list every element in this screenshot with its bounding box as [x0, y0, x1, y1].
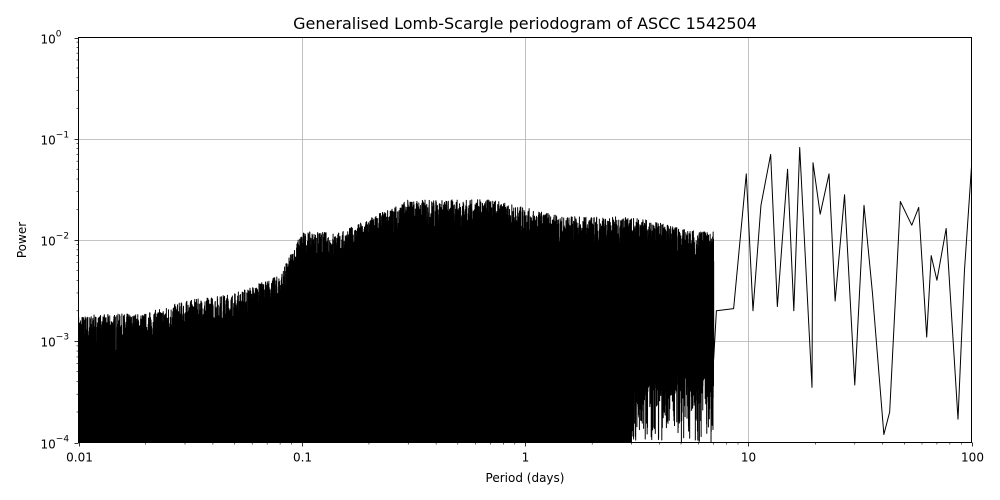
y-tick-label: 10−2	[41, 232, 70, 249]
x-tick-label: 10	[741, 451, 756, 465]
y-tick-label: 10−3	[41, 333, 70, 350]
x-axis-label: Period (days)	[486, 471, 565, 485]
y-tick-label: 10−1	[41, 131, 70, 148]
x-tick-label: 0.01	[66, 451, 93, 465]
y-tick-label: 10−4	[41, 435, 70, 452]
y-tick-label: 100	[41, 30, 62, 47]
x-tick-label: 1	[522, 451, 530, 465]
axis-ticks: 0.01 0.1 1 10 100 10−4 10−3 10−2 10−1 100	[41, 30, 984, 465]
y-axis-label: Power	[15, 222, 29, 258]
plot-area	[78, 146, 972, 443]
periodogram-line	[78, 146, 972, 443]
x-tick-label: 0.1	[293, 451, 312, 465]
x-tick-label: 100	[961, 451, 984, 465]
axes-frame	[78, 37, 972, 443]
chart-title: Generalised Lomb-Scargle periodogram of …	[293, 14, 757, 33]
